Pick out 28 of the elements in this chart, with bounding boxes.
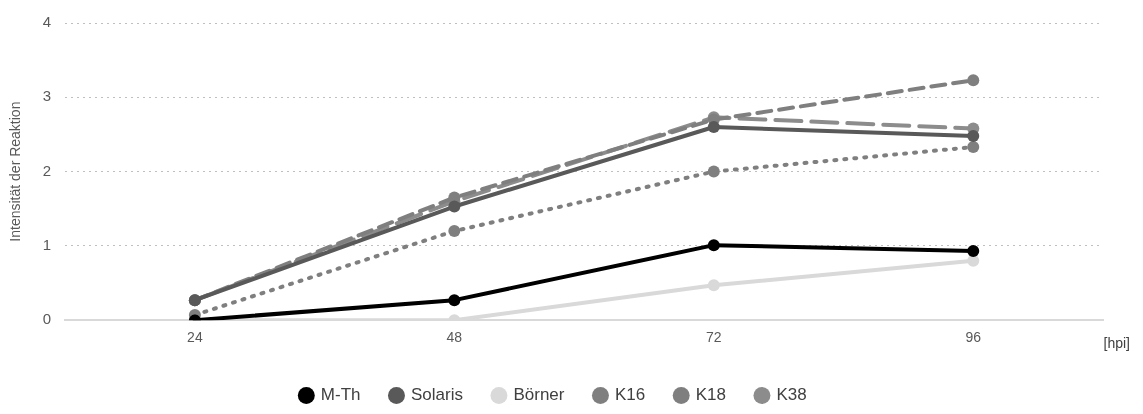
point (967, 141, 980, 154)
x-axis-title: [hpi] (1103, 335, 1130, 352)
legend-label: K18 (695, 385, 726, 405)
point (448, 200, 461, 213)
point (707, 165, 720, 178)
y-tick-label: 1 (42, 236, 52, 254)
legend-label: K38 (776, 385, 807, 405)
y-tick-label: 2 (42, 161, 52, 179)
legend-label: K16 (614, 385, 646, 405)
legend-label: M-Th (320, 385, 361, 405)
point (707, 279, 720, 292)
x-tick-label: 24 (187, 329, 203, 346)
point (967, 74, 980, 87)
y-tick-label: 3 (42, 87, 52, 105)
y-axis-title: Intensität der Reaktion (7, 101, 24, 242)
point (448, 225, 461, 238)
x-tick-label: 48 (446, 329, 463, 346)
x-tick-label: 96 (965, 329, 982, 346)
legend-label: Börner (513, 385, 565, 405)
y-tick-label: 0 (42, 310, 52, 328)
point (967, 245, 980, 258)
x-tick-label: 72 (706, 329, 722, 346)
legend-label: Solaris (410, 385, 463, 405)
point (448, 294, 461, 307)
point (967, 129, 980, 142)
y-tick-label: 4 (42, 13, 52, 31)
point (707, 121, 720, 134)
point (707, 239, 720, 252)
